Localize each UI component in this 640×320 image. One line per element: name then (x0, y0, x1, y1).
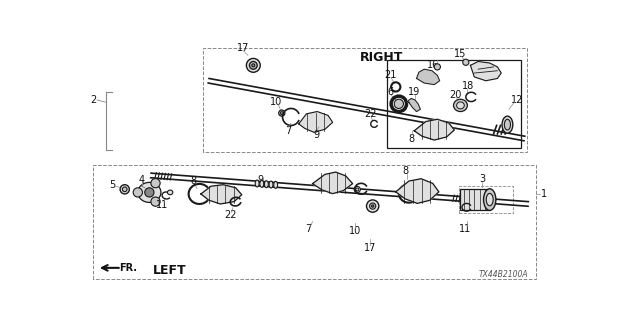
Text: 8: 8 (402, 166, 408, 176)
Text: 9: 9 (257, 175, 263, 185)
Polygon shape (396, 179, 439, 204)
Ellipse shape (168, 190, 173, 195)
Text: 15: 15 (454, 49, 467, 59)
Circle shape (356, 188, 359, 191)
Bar (460, 189, 490, 210)
Ellipse shape (484, 189, 496, 210)
Text: 1: 1 (541, 189, 547, 199)
Circle shape (371, 205, 374, 207)
Ellipse shape (255, 180, 259, 187)
Ellipse shape (504, 119, 511, 130)
Ellipse shape (502, 116, 513, 133)
Text: RIGHT: RIGHT (360, 51, 404, 64)
Text: 17: 17 (364, 243, 376, 253)
Text: 16: 16 (428, 60, 440, 70)
Text: 8: 8 (408, 133, 414, 143)
Text: 14: 14 (420, 70, 433, 80)
Circle shape (120, 185, 129, 194)
Polygon shape (299, 112, 333, 132)
Ellipse shape (269, 181, 273, 188)
Circle shape (463, 59, 469, 65)
Text: LEFT: LEFT (154, 264, 187, 277)
Text: 10: 10 (349, 226, 361, 236)
Text: 13: 13 (484, 66, 496, 76)
Circle shape (280, 112, 284, 115)
Text: 18: 18 (462, 81, 474, 91)
Circle shape (252, 64, 255, 67)
Text: 21: 21 (384, 69, 397, 80)
Ellipse shape (264, 181, 268, 188)
Text: 10: 10 (270, 97, 282, 107)
Polygon shape (470, 61, 501, 81)
Text: 11: 11 (156, 201, 168, 211)
Ellipse shape (454, 99, 467, 112)
Text: 11: 11 (459, 224, 471, 234)
Circle shape (151, 179, 160, 188)
Ellipse shape (274, 181, 278, 188)
Circle shape (367, 200, 379, 212)
Text: 8: 8 (190, 176, 196, 186)
Ellipse shape (456, 102, 464, 109)
Polygon shape (414, 119, 454, 140)
Circle shape (250, 61, 257, 69)
Circle shape (122, 187, 127, 192)
Text: TX44B2100A: TX44B2100A (479, 270, 528, 279)
Text: 22: 22 (224, 211, 236, 220)
Text: FR.: FR. (119, 263, 137, 273)
Text: 7: 7 (306, 224, 312, 234)
Polygon shape (312, 172, 353, 194)
Text: 9: 9 (314, 130, 319, 140)
Text: 20: 20 (450, 90, 462, 100)
Text: 19: 19 (408, 87, 420, 97)
Text: 6: 6 (387, 87, 394, 97)
Text: 5: 5 (109, 180, 116, 190)
Circle shape (435, 64, 440, 70)
Polygon shape (417, 69, 440, 84)
Polygon shape (407, 99, 420, 112)
Circle shape (133, 188, 143, 197)
Circle shape (151, 197, 160, 206)
Text: 17: 17 (237, 43, 250, 52)
Polygon shape (201, 185, 242, 204)
Text: 2: 2 (90, 95, 96, 105)
Circle shape (354, 187, 360, 193)
Circle shape (369, 203, 376, 209)
Text: 4: 4 (139, 175, 145, 185)
Ellipse shape (260, 180, 264, 187)
Text: 12: 12 (511, 95, 523, 105)
Text: 3: 3 (479, 173, 485, 184)
Circle shape (279, 110, 285, 116)
Text: 7: 7 (285, 126, 291, 136)
Ellipse shape (138, 182, 161, 203)
Circle shape (246, 59, 260, 72)
Text: 22: 22 (364, 109, 376, 119)
Ellipse shape (486, 193, 493, 206)
Circle shape (394, 99, 403, 108)
Circle shape (145, 188, 154, 197)
